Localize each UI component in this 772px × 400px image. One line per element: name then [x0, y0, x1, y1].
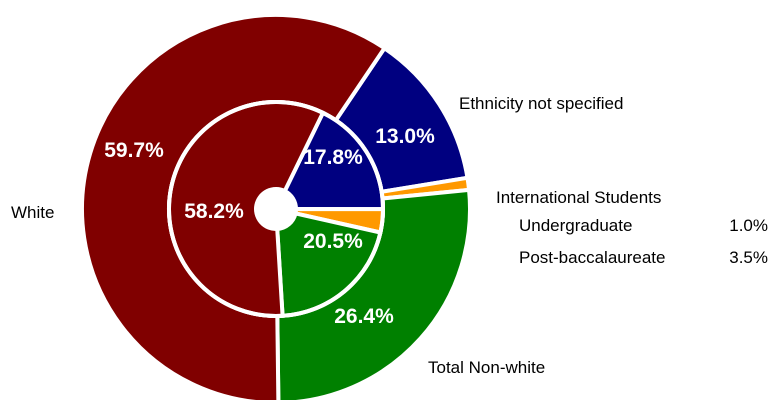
label-white: White	[11, 203, 54, 222]
label-total-non-white: Total Non-white	[428, 358, 545, 377]
value-post-baccalaureate: 3.5%	[729, 248, 768, 267]
outer-label-nonwhite: 26.4%	[334, 305, 394, 328]
percent-labels: 13.0% 26.4% 59.7% 17.8% 20.5% 58.2%	[104, 125, 435, 328]
inner-label-ethnicity: 17.8%	[303, 146, 363, 169]
label-international-students: International Students	[496, 188, 661, 207]
center-hole	[256, 189, 296, 229]
ring-separator	[167, 100, 385, 318]
value-undergraduate: 1.0%	[729, 216, 768, 235]
label-undergraduate: Undergraduate	[519, 216, 632, 235]
inner-label-white: 58.2%	[184, 200, 244, 223]
outer-label-ethnicity: 13.0%	[375, 125, 435, 148]
outer-label-white: 59.7%	[104, 139, 164, 162]
label-ethnicity-not-specified: Ethnicity not specified	[459, 94, 623, 113]
label-post-baccalaureate: Post-baccalaureate	[519, 248, 665, 267]
inner-label-nonwhite: 20.5%	[303, 230, 363, 253]
